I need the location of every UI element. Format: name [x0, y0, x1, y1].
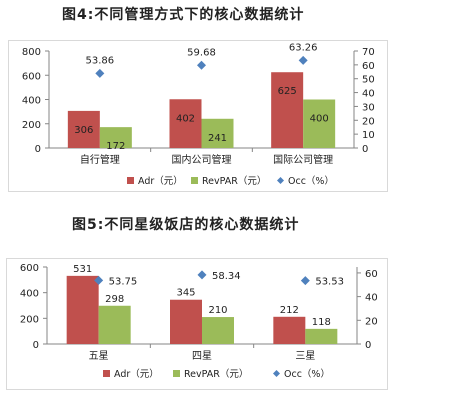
fig5-left-tick-label: 600 — [20, 263, 39, 274]
fig4-right-tick-label: 0 — [362, 144, 368, 155]
figure-4-title: 图4:不同管理方式下的核心数据统计 — [62, 7, 305, 23]
figure-4-chart: 0 200 400 600 800 0 10 20 30 40 50 60 70 自行管理 306 172 53… — [8, 40, 388, 192]
fig5-occ-marker — [197, 270, 207, 280]
fig5-category-label: 五星 — [89, 350, 109, 362]
fig4-right-tick-label: 30 — [362, 102, 375, 113]
fig4-left-tick-label: 400 — [22, 96, 41, 107]
fig5-occ-value-label: 53.75 — [109, 276, 138, 287]
fig5-legend-label: Adr（元） — [114, 368, 159, 380]
fig4-left-tick-label: 600 — [22, 71, 41, 82]
fig5-bar-value-label: 212 — [280, 305, 299, 316]
fig4-occ-marker — [95, 68, 105, 78]
fig4-right-tick-label: 70 — [362, 47, 375, 58]
fig5-right-tick-label: 60 — [365, 269, 378, 280]
fig5-legend-swatch — [173, 370, 180, 377]
fig5-bar-adr — [170, 299, 202, 344]
fig5-legend-label: RevPAR（元） — [184, 368, 248, 380]
fig4-occ-value-label: 63.26 — [289, 42, 318, 53]
fig5-legend-swatch — [103, 370, 110, 377]
fig4-legend-label: RevPAR（元） — [202, 175, 266, 187]
fig5-occ-value-label: 53.53 — [315, 277, 344, 288]
fig4-bar-revpar — [201, 118, 234, 148]
fig4-legend-swatch — [191, 177, 198, 184]
fig4-category-label: 国际公司管理 — [273, 153, 333, 166]
figure-5-title: 图5:不同星级饭店的核心数据统计 — [72, 217, 300, 233]
fig4-right-tick-label: 60 — [362, 61, 375, 72]
fig4-bar-adr — [271, 72, 304, 148]
fig4-category-label: 国内公司管理 — [172, 153, 232, 166]
fig4-bar-value-label: 625 — [278, 86, 297, 97]
fig4-right-tick-label: 10 — [362, 130, 375, 141]
fig4-bar-adr — [169, 99, 202, 148]
fig4-bar-value-label: 306 — [74, 125, 93, 136]
fig4-legend-label: Adr（元） — [138, 175, 183, 187]
fig5-bar-revpar — [98, 305, 131, 344]
fig5-occ-marker — [300, 276, 310, 286]
fig5-bar-value-label: 345 — [176, 288, 195, 299]
fig4-right-tick-label: 50 — [362, 75, 375, 86]
fig5-bar-adr — [66, 275, 99, 344]
fig5-bar-revpar — [202, 317, 234, 344]
fig4-right-tick-label: 20 — [362, 116, 375, 127]
fig4-occ-value-label: 59.68 — [187, 47, 216, 58]
figure-5-svg: 0 200 400 600 0 20 40 60 五星 531 298 53.75 四星 345 210 58… — [20, 263, 378, 380]
fig4-left-tick-label: 0 — [35, 144, 41, 155]
figure-5-chart: 0 200 400 600 0 20 40 60 五星 531 298 53.75 四星 345 210 58… — [6, 258, 388, 390]
fig5-bar-value-label: 531 — [73, 264, 92, 275]
fig5-left-tick-label: 0 — [33, 340, 39, 351]
fig5-legend-swatch — [273, 370, 280, 377]
fig4-occ-value-label: 53.86 — [86, 55, 115, 66]
fig4-bar-value-label: 402 — [176, 113, 195, 124]
fig5-occ-value-label: 58.34 — [212, 271, 241, 282]
fig4-bar-value-label: 241 — [208, 133, 227, 144]
fig4-left-tick-label: 200 — [22, 120, 41, 131]
fig4-right-tick-label: 40 — [362, 89, 375, 100]
fig5-right-tick-label: 0 — [365, 340, 371, 351]
fig4-bar-value-label: 172 — [106, 141, 125, 152]
fig5-bar-revpar — [305, 328, 338, 344]
fig4-bar-revpar — [99, 127, 132, 148]
fig4-bar-adr — [67, 110, 100, 148]
fig5-category-label: 三星 — [295, 350, 315, 362]
fig4-bar-revpar — [303, 99, 336, 148]
fig5-right-tick-label: 20 — [365, 316, 378, 327]
figure-4-svg: 0 200 400 600 800 0 10 20 30 40 50 60 70 自行管理 306 172 53… — [22, 42, 375, 187]
fig4-occ-marker — [298, 55, 308, 65]
fig5-bar-value-label: 210 — [208, 305, 227, 316]
fig5-category-label: 四星 — [192, 350, 212, 362]
fig5-legend-label: Occ（%） — [284, 368, 330, 380]
fig5-bar-adr — [273, 316, 306, 344]
fig5-bar-value-label: 298 — [105, 294, 124, 305]
fig5-left-tick-label: 400 — [20, 289, 39, 300]
fig4-left-tick-label: 800 — [22, 47, 41, 58]
fig5-occ-marker — [94, 275, 104, 285]
fig4-legend-swatch — [277, 177, 284, 184]
fig4-legend-label: Occ（%） — [288, 175, 334, 187]
fig4-legend-swatch — [127, 177, 134, 184]
fig4-bar-value-label: 400 — [310, 114, 329, 125]
fig5-left-tick-label: 200 — [20, 314, 39, 325]
fig4-occ-marker — [197, 60, 206, 70]
fig5-right-tick-label: 40 — [365, 293, 378, 304]
fig5-bar-value-label: 118 — [312, 317, 331, 328]
fig4-category-label: 自行管理 — [80, 153, 120, 166]
